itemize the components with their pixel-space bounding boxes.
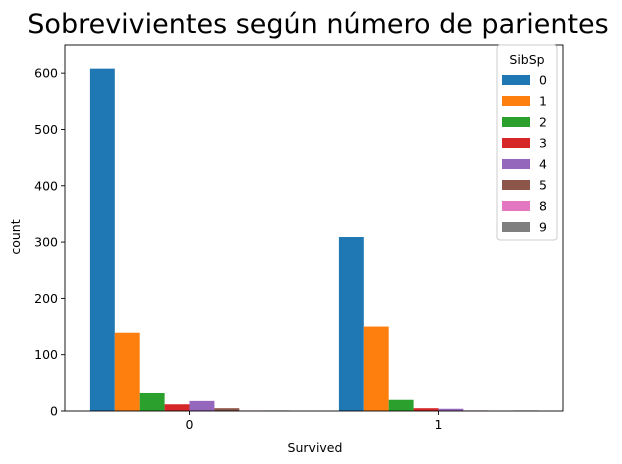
bar-sibsp-1-survived-0 xyxy=(114,332,140,411)
bar-sibsp-5-survived-0 xyxy=(214,408,240,411)
plot-frame xyxy=(64,44,564,412)
legend-label: 1 xyxy=(539,94,547,109)
x-tick-label: 1 xyxy=(435,417,443,432)
legend-label: 8 xyxy=(539,199,547,214)
legend-label: 9 xyxy=(539,220,547,235)
y-tick-label: 0 xyxy=(50,404,58,419)
legend: SibSp 0 1 2 3 4 5 8 9 xyxy=(496,44,558,241)
y-tick-label: 600 xyxy=(34,66,58,81)
x-tick-label: 0 xyxy=(186,417,194,432)
y-tick-label: 100 xyxy=(34,347,58,362)
bar-sibsp-4-survived-1 xyxy=(438,408,464,411)
y-axis-label: count xyxy=(8,219,23,254)
chart-title: Sobrevivientes según número de parientes xyxy=(27,9,608,40)
legend-swatch-2 xyxy=(502,117,530,127)
bars-layer xyxy=(89,68,539,412)
bar-sibsp-0-survived-1 xyxy=(338,237,364,411)
legend-label: 5 xyxy=(539,178,547,193)
y-tick-label: 300 xyxy=(34,235,58,250)
legend-label: 0 xyxy=(539,73,547,88)
legend-swatch-1 xyxy=(502,96,530,106)
legend-swatch-3 xyxy=(502,138,530,148)
legend-label: 3 xyxy=(539,136,547,151)
bar-sibsp-3-survived-0 xyxy=(164,404,190,411)
legend-label: 4 xyxy=(539,157,547,172)
legend-label: 2 xyxy=(539,115,547,130)
y-tick-label: 400 xyxy=(34,178,58,193)
legend-swatch-5 xyxy=(502,180,530,190)
bar-sibsp-3-survived-1 xyxy=(413,408,439,411)
legend-swatch-4 xyxy=(502,159,530,169)
axes-layer: 0 100 200 300 400 500 600 0 1 xyxy=(34,44,564,432)
bar-sibsp-0-survived-0 xyxy=(89,68,115,412)
y-tick-label: 200 xyxy=(34,291,58,306)
y-tick-label: 500 xyxy=(34,122,58,137)
x-axis-label: Survived xyxy=(288,440,343,455)
legend-title: SibSp xyxy=(509,52,544,67)
bar-sibsp-2-survived-0 xyxy=(139,392,165,411)
bar-sibsp-1-survived-1 xyxy=(363,326,389,411)
legend-swatch-8 xyxy=(502,201,530,211)
legend-swatch-0 xyxy=(502,75,530,85)
bar-sibsp-4-survived-0 xyxy=(189,400,215,411)
legend-swatch-9 xyxy=(502,222,530,232)
bar-sibsp-2-survived-1 xyxy=(388,399,414,411)
